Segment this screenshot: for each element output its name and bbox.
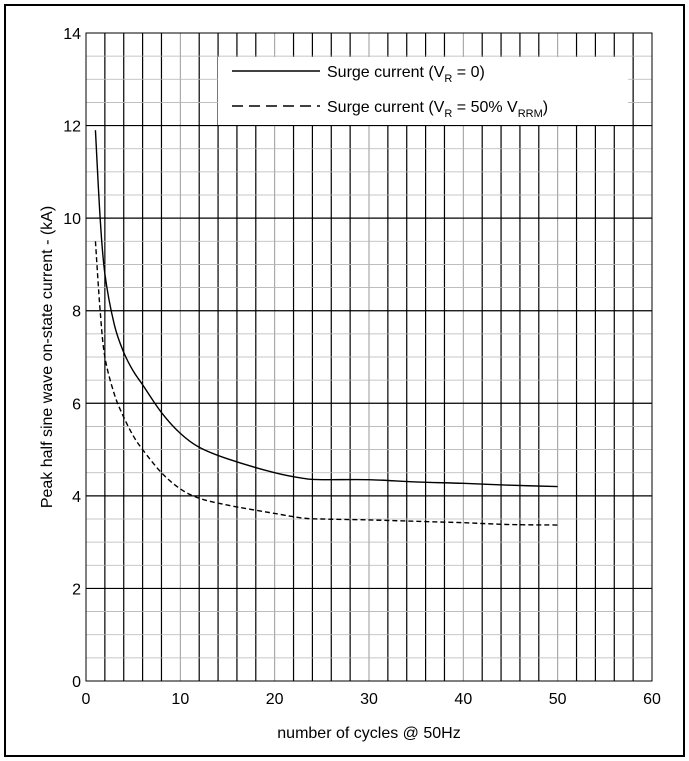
y-tick-label: 14 <box>63 26 81 43</box>
x-tick-label: 50 <box>549 691 567 708</box>
y-tick-label: 10 <box>63 211 81 228</box>
y-tick-label: 6 <box>72 396 81 413</box>
x-tick-label: 40 <box>454 691 472 708</box>
series-lines <box>94 130 558 526</box>
y-tick-label: 0 <box>72 674 81 691</box>
x-tick-label: 20 <box>266 691 284 708</box>
legend-box <box>218 57 628 125</box>
legend-label-series-2: Surge current (VR = 50% VRRM) <box>327 99 548 120</box>
x-axis-title: number of cycles @ 50Hz <box>277 725 460 742</box>
grid <box>86 33 652 681</box>
y-axis-title: Peak half sine wave on-state current - (… <box>39 206 56 508</box>
legend: Surge current (VR = 0) Surge current (VR… <box>218 57 628 125</box>
legend-label-series-1: Surge current (VR = 0) <box>327 64 485 85</box>
x-tick-label: 10 <box>171 691 189 708</box>
series-line-2 <box>94 241 558 526</box>
plot-area-border <box>85 32 653 682</box>
tick-labels: 0 10 20 30 40 50 60 0 2 4 6 8 10 12 14 <box>63 26 661 708</box>
outer-frame <box>4 4 685 757</box>
x-tick-label: 30 <box>360 691 378 708</box>
y-tick-label: 2 <box>72 581 81 598</box>
series-line-1 <box>94 130 558 488</box>
y-tick-label: 8 <box>72 304 81 321</box>
x-tick-label: 0 <box>82 691 91 708</box>
y-tick-label: 4 <box>72 489 81 506</box>
x-tick-label: 60 <box>643 691 661 708</box>
y-tick-label: 12 <box>63 119 81 136</box>
